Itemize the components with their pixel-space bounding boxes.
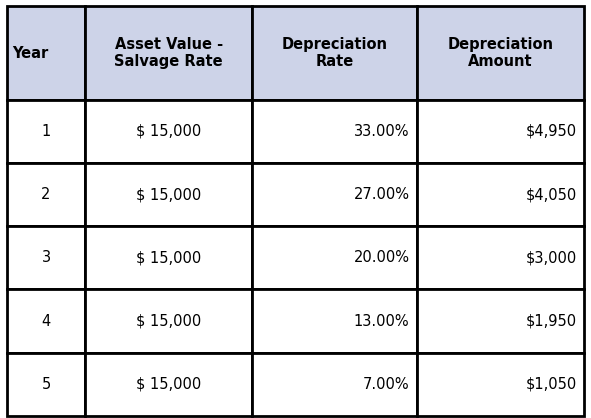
Bar — [417, 290, 584, 353]
Bar — [252, 353, 417, 416]
Text: $1,050: $1,050 — [525, 377, 577, 392]
Bar — [417, 100, 584, 163]
Bar — [7, 226, 85, 290]
Text: Year: Year — [12, 46, 48, 61]
Bar — [252, 100, 417, 163]
Bar — [85, 226, 252, 290]
Bar — [417, 163, 584, 226]
Text: $4,050: $4,050 — [525, 187, 577, 202]
Bar — [85, 100, 252, 163]
Text: $ 15,000: $ 15,000 — [136, 314, 201, 329]
Text: $3,000: $3,000 — [525, 250, 577, 265]
Bar — [417, 353, 584, 416]
Text: $ 15,000: $ 15,000 — [136, 250, 201, 265]
Bar — [417, 226, 584, 290]
Text: 4: 4 — [41, 314, 51, 329]
Bar — [252, 226, 417, 290]
Text: 20.00%: 20.00% — [353, 250, 410, 265]
Text: $ 15,000: $ 15,000 — [136, 187, 201, 202]
Bar — [85, 353, 252, 416]
Text: Asset Value -
Salvage Rate: Asset Value - Salvage Rate — [114, 37, 223, 69]
Bar — [252, 163, 417, 226]
Bar — [252, 290, 417, 353]
Bar — [7, 290, 85, 353]
Text: Depreciation
Amount: Depreciation Amount — [447, 37, 553, 69]
Text: 5: 5 — [41, 377, 51, 392]
Bar — [85, 290, 252, 353]
Text: 1: 1 — [41, 124, 51, 139]
Text: 7.00%: 7.00% — [363, 377, 410, 392]
Text: $ 15,000: $ 15,000 — [136, 377, 201, 392]
Bar — [417, 6, 584, 100]
Bar — [7, 6, 85, 100]
Text: Depreciation
Rate: Depreciation Rate — [281, 37, 388, 69]
Bar — [7, 353, 85, 416]
Bar — [252, 6, 417, 100]
Text: 3: 3 — [41, 250, 51, 265]
Text: 13.00%: 13.00% — [354, 314, 410, 329]
Text: $4,950: $4,950 — [525, 124, 577, 139]
Bar — [7, 100, 85, 163]
Bar — [85, 163, 252, 226]
Text: 2: 2 — [41, 187, 51, 202]
Text: $1,950: $1,950 — [525, 314, 577, 329]
Bar — [85, 6, 252, 100]
Text: 27.00%: 27.00% — [353, 187, 410, 202]
Text: 33.00%: 33.00% — [354, 124, 410, 139]
Text: $ 15,000: $ 15,000 — [136, 124, 201, 139]
Bar — [7, 163, 85, 226]
